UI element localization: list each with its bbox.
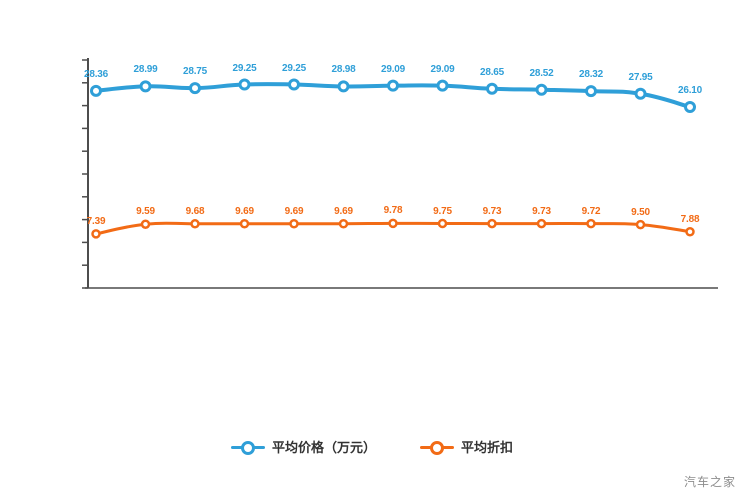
data-point-marker — [536, 218, 547, 229]
data-point-marker — [238, 78, 251, 91]
chart-legend: 平均价格（万元） 平均折扣 — [0, 437, 744, 456]
legend-label-average-discount: 平均折扣 — [461, 440, 514, 455]
series-blue-group — [90, 78, 696, 113]
data-point-marker — [139, 80, 152, 93]
data-points-average-discount — [91, 218, 695, 239]
legend-item-average-discount[interactable]: 平均折扣 — [420, 437, 513, 456]
data-point-marker — [487, 218, 497, 229]
data-point-marker — [288, 78, 300, 91]
legend-marker-circle-icon — [420, 439, 454, 455]
data-point-marker — [189, 82, 201, 95]
data-point-marker — [585, 85, 597, 98]
data-point-marker — [190, 219, 200, 229]
data-point-marker — [586, 218, 596, 229]
data-point-marker — [486, 82, 498, 95]
series-orange-group — [91, 218, 695, 239]
data-point-marker — [634, 87, 647, 100]
y-axis-ticks — [82, 59, 88, 289]
data-point-marker — [535, 83, 548, 96]
data-point-marker — [437, 218, 448, 229]
data-point-marker — [90, 84, 102, 97]
watermark-autohome: 汽车之家 — [683, 475, 736, 489]
data-point-marker — [635, 219, 646, 230]
data-point-marker — [436, 79, 449, 92]
data-point-marker — [140, 219, 151, 229]
data-point-marker — [387, 79, 399, 92]
data-point-marker — [388, 218, 398, 229]
data-points-average-price — [90, 78, 696, 113]
legend-marker-circle-icon — [230, 439, 265, 455]
legend-item-average-price[interactable]: 平均价格（万元） — [230, 437, 376, 456]
legend-label-average-price: 平均价格（万元） — [271, 440, 376, 455]
data-point-marker — [338, 219, 349, 229]
data-point-marker — [337, 80, 350, 93]
data-point-marker — [684, 101, 696, 113]
data-point-marker — [685, 226, 695, 237]
data-point-marker — [239, 219, 250, 229]
data-point-marker — [289, 219, 299, 229]
axes — [82, 58, 718, 289]
data-point-marker — [91, 229, 101, 239]
